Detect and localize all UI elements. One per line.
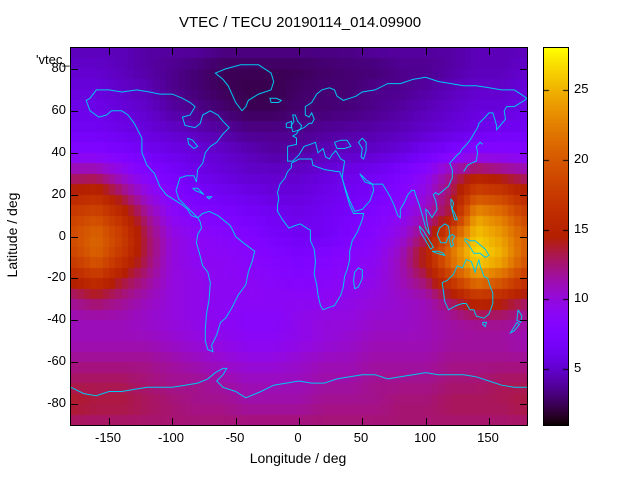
y-tick-label: 0: [58, 228, 66, 243]
colorbar-tick-label: 25: [574, 81, 589, 96]
coastline-layer: [71, 48, 527, 425]
y-tick-label: -20: [47, 269, 66, 284]
x-tick-label: 50: [353, 430, 369, 445]
y-tick-label: 40: [51, 144, 66, 159]
coastline-australia: [441, 258, 494, 319]
coastline-africa: [276, 158, 365, 311]
coastline-ireland: [285, 120, 292, 129]
y-tick-label: -40: [47, 311, 66, 326]
x-tick-label: 0: [294, 430, 302, 445]
coastline-uk: [290, 114, 303, 133]
x-axis-label: Longitude / deg: [249, 450, 347, 466]
colorbar: [543, 47, 569, 426]
tec-heatmap-canvas: [71, 48, 527, 425]
y-axis-label: Latitude / deg: [4, 192, 20, 278]
x-tick-label: 100: [414, 430, 436, 445]
y-tick-label: -60: [47, 353, 66, 368]
coastline-java: [431, 250, 446, 257]
coastline-great-lakes: [187, 137, 199, 150]
coastline-iceland: [269, 97, 283, 103]
coastline-japan: [463, 141, 484, 172]
coastline-sulawesi: [449, 233, 456, 248]
coastline-new-guinea: [464, 238, 490, 258]
plot-area: [70, 47, 528, 426]
coastline-cuba: [192, 187, 205, 196]
x-tick-label: -100: [157, 430, 185, 445]
coastline-black-sea: [334, 139, 352, 149]
coastline-hispaniola: [206, 196, 213, 200]
coastline-south-america: [195, 210, 256, 353]
coastline-greenland: [214, 64, 275, 112]
x-tick-label: -50: [225, 430, 245, 445]
coastline-borneo: [436, 223, 451, 244]
coastline-philippines: [450, 198, 459, 221]
y-tick-label: 80: [51, 60, 66, 75]
colorbar-tick-label: 20: [574, 151, 589, 166]
y-tick-label: 60: [51, 102, 66, 117]
coastline-madagascar: [352, 267, 363, 290]
y-tick-label: -80: [47, 395, 66, 410]
y-tick-label: 20: [51, 186, 66, 201]
x-tick-label: -150: [94, 430, 122, 445]
coastline-new-zealand-south: [509, 322, 521, 335]
chart-title: VTEC / TECU 20190114_014.09900: [178, 14, 422, 31]
colorbar-tick-label: 10: [574, 290, 589, 305]
coastline-new-zealand-north: [516, 309, 523, 324]
coastline-tasmania: [482, 321, 488, 328]
key-label: 'vtec_: [36, 52, 70, 67]
x-tick-label: 150: [477, 430, 499, 445]
colorbar-tick-label: 5: [574, 360, 582, 375]
coastline-antarctica: [71, 367, 527, 399]
coastline-caspian-sea: [357, 137, 367, 160]
coastline-sumatra: [418, 225, 434, 250]
colorbar-gradient: [544, 48, 568, 425]
colorbar-tick-label: 15: [574, 221, 589, 236]
coastline-north-america: [85, 89, 231, 219]
coastline-eurasia: [287, 76, 527, 235]
